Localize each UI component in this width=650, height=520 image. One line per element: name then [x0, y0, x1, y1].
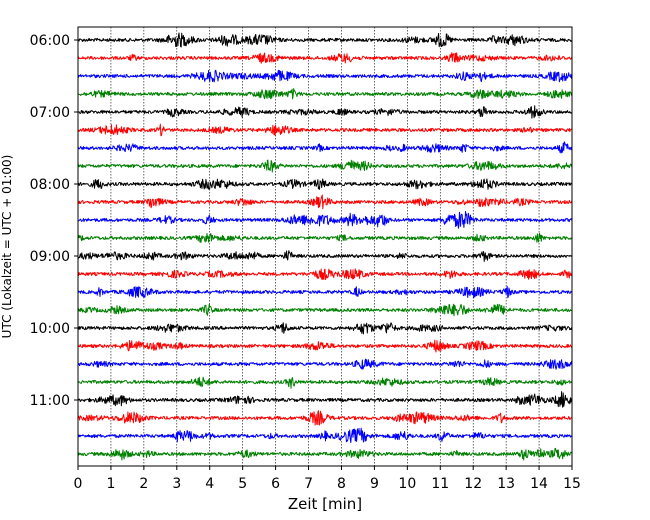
y-axis: 06:00 07:00 08:00 09:00 10:00 11:00: [30, 33, 78, 409]
trace-0715: [77, 123, 573, 137]
x-tick-label: 8: [337, 476, 346, 492]
x-tick-label: 12: [464, 476, 482, 492]
x-axis: 0 1 2 3 4 5 6 7 8 9 10 11 12 13 14 15: [74, 466, 581, 492]
x-tick-label: 5: [238, 476, 247, 492]
trace-1015: [77, 339, 573, 353]
trace-1000: [77, 322, 573, 335]
trace-0930: [77, 285, 573, 299]
plot-frame: [77, 26, 573, 467]
trace-0900: [77, 250, 573, 262]
y-tick-label: 07:00: [30, 105, 70, 121]
x-tick-label: 7: [304, 476, 313, 492]
x-tick-label: 9: [370, 476, 379, 492]
trace-0730: [77, 141, 573, 154]
x-tick-label: 6: [271, 476, 280, 492]
trace-1100: [77, 391, 573, 408]
x-tick-label: 15: [563, 476, 581, 492]
y-tick-label: 08:00: [30, 177, 70, 193]
trace-0700: [77, 105, 573, 119]
x-tick-label: 10: [398, 476, 416, 492]
trace-0630: [77, 69, 573, 83]
trace-0830: [77, 211, 573, 229]
trace-0815: [77, 194, 573, 210]
trace-0615: [77, 52, 573, 64]
trace-0845: [77, 232, 573, 243]
trace-0800: [77, 178, 573, 190]
y-tick-label: 06:00: [30, 33, 70, 49]
grid: [110, 27, 540, 466]
x-tick-label: 0: [74, 476, 83, 492]
x-tick-label: 1: [106, 476, 115, 492]
x-tick-label: 11: [431, 476, 449, 492]
trace-1115: [77, 410, 573, 426]
trace-0600: [77, 32, 573, 48]
y-axis-label: UTC (Lokalzeit = UTC + 01:00): [0, 155, 14, 339]
trace-0745: [77, 159, 573, 173]
x-tick-label: 4: [205, 476, 214, 492]
traces: [77, 32, 573, 461]
trace-1045: [77, 376, 573, 389]
x-axis-label: Zeit [min]: [288, 495, 362, 513]
x-tick-label: 14: [530, 476, 548, 492]
y-tick-label: 10:00: [30, 321, 70, 337]
trace-1145: [77, 447, 573, 461]
trace-1030: [77, 358, 573, 370]
trace-0915: [77, 268, 573, 280]
y-tick-label: 11:00: [30, 393, 70, 409]
x-tick-label: 3: [172, 476, 181, 492]
trace-0945: [77, 303, 573, 317]
y-tick-label: 09:00: [30, 249, 70, 265]
trace-1130: [77, 427, 573, 444]
trace-0645: [77, 88, 573, 100]
x-tick-label: 13: [497, 476, 515, 492]
x-tick-label: 2: [139, 476, 148, 492]
